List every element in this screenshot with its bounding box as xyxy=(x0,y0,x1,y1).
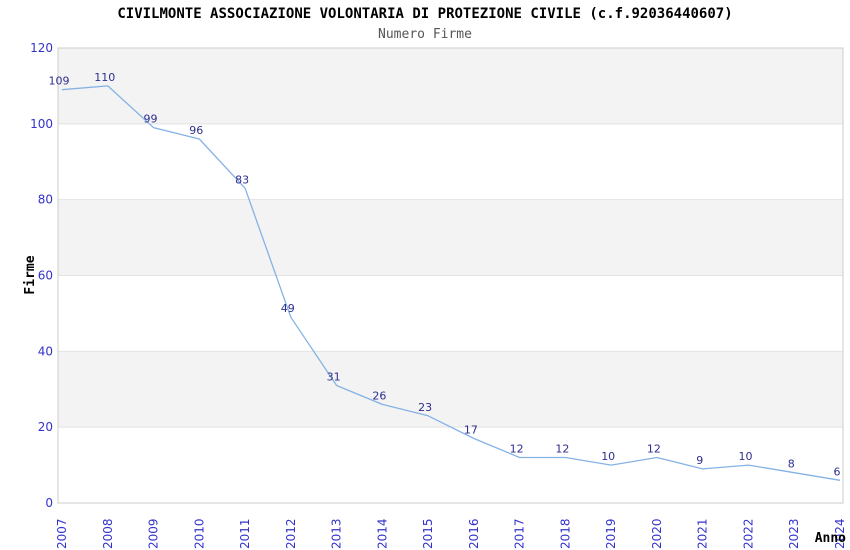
plot-band xyxy=(58,351,843,428)
data-point-label: 31 xyxy=(327,371,341,384)
y-axis-title: Firme xyxy=(23,255,38,294)
x-tick-label: 2012 xyxy=(284,518,298,549)
chart-subtitle: Numero Firme xyxy=(378,27,472,42)
x-tick-label: 2022 xyxy=(742,518,756,549)
plot-band xyxy=(58,199,843,276)
x-tick-label: 2014 xyxy=(375,518,389,549)
data-point-label: 49 xyxy=(281,302,295,315)
x-tick-label: 2024 xyxy=(833,518,847,549)
y-tick-label: 80 xyxy=(38,193,53,207)
x-tick-label: 2013 xyxy=(330,518,344,549)
data-point-label: 8 xyxy=(788,458,795,471)
data-point-label: 12 xyxy=(510,443,524,456)
data-point-label: 26 xyxy=(372,389,386,402)
x-tick-label: 2011 xyxy=(238,518,252,549)
y-tick-label: 0 xyxy=(45,496,53,510)
y-tick-label: 40 xyxy=(38,344,53,358)
plot-band xyxy=(58,275,843,352)
x-tick-label: 2023 xyxy=(787,518,801,549)
x-tick-label: 2019 xyxy=(604,518,618,549)
data-point-label: 23 xyxy=(418,401,432,414)
data-point-label: 110 xyxy=(94,71,115,84)
x-tick-label: 2021 xyxy=(696,518,710,549)
plot-band xyxy=(58,123,843,200)
data-point-label: 83 xyxy=(235,173,249,186)
x-tick-label: 2008 xyxy=(101,518,115,549)
data-point-label: 10 xyxy=(739,450,753,463)
x-tick-label: 2018 xyxy=(558,518,572,549)
plot-border xyxy=(57,47,844,504)
data-point-label: 6 xyxy=(834,465,841,478)
y-tick-label: 20 xyxy=(38,420,53,434)
x-tick-label: 2009 xyxy=(147,518,161,549)
y-tick-label: 120 xyxy=(30,41,53,55)
data-point-label: 9 xyxy=(696,454,703,467)
x-tick-label: 2007 xyxy=(55,518,69,549)
chart-title: CIVILMONTE ASSOCIAZIONE VOLONTARIA DI PR… xyxy=(117,6,733,22)
data-point-label: 96 xyxy=(189,124,203,137)
plot-band xyxy=(58,48,843,124)
x-tick-label: 2016 xyxy=(467,518,481,549)
x-tick-label: 2020 xyxy=(650,518,664,549)
x-tick-label: 2017 xyxy=(513,518,527,549)
data-point-label: 12 xyxy=(647,443,661,456)
data-point-label: 10 xyxy=(601,450,615,463)
data-point-label: 99 xyxy=(144,113,158,126)
data-point-label: 12 xyxy=(555,443,569,456)
x-axis-title: Anno xyxy=(815,531,846,546)
y-tick-label: 60 xyxy=(38,269,53,283)
plot-band xyxy=(58,427,843,503)
data-point-label: 17 xyxy=(464,424,478,437)
y-tick-label: 100 xyxy=(30,117,53,131)
data-point-label: 109 xyxy=(49,75,70,88)
x-tick-label: 2015 xyxy=(421,518,435,549)
series-line xyxy=(61,85,841,481)
x-tick-label: 2010 xyxy=(192,518,206,549)
